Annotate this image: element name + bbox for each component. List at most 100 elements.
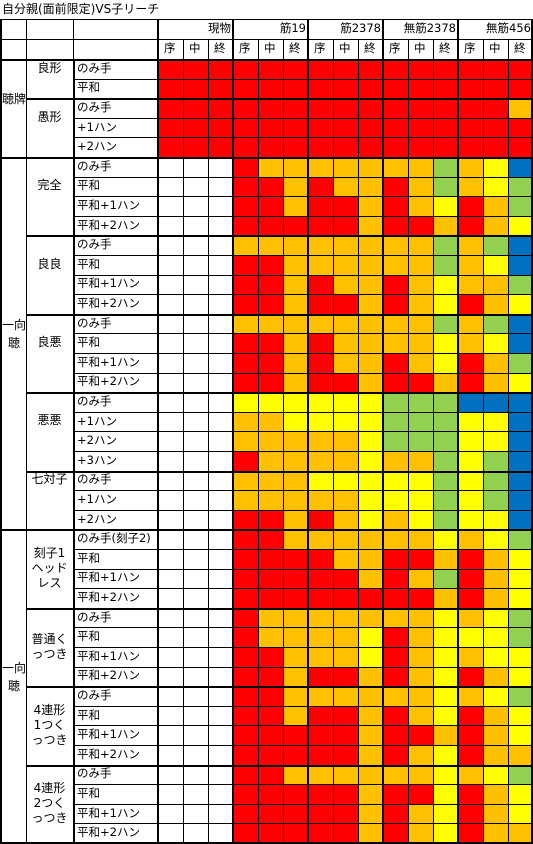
risk-cell	[358, 823, 383, 843]
risk-cell	[283, 215, 308, 236]
risk-cell	[208, 215, 233, 236]
risk-cell	[508, 157, 533, 177]
risk-cell	[383, 686, 408, 706]
risk-cell	[208, 784, 233, 804]
risk-cell	[208, 549, 233, 569]
risk-cell	[458, 568, 483, 589]
risk-cell	[283, 59, 308, 79]
risk-cell	[183, 78, 208, 99]
risk-cell	[158, 588, 183, 608]
risk-cell	[308, 196, 333, 216]
risk-cell	[183, 176, 208, 197]
section-separator	[0, 157, 533, 159]
risk-cell	[308, 255, 333, 275]
risk-cell	[258, 255, 283, 275]
row-label: 平和	[77, 550, 100, 565]
risk-cell	[408, 627, 433, 647]
risk-cell	[183, 784, 208, 804]
risk-cell	[383, 803, 408, 824]
risk-cell	[158, 705, 183, 726]
risk-cell	[208, 529, 233, 549]
risk-cell	[283, 823, 308, 843]
risk-cell	[358, 803, 383, 824]
risk-cell	[258, 588, 283, 608]
row-label: のみ手	[77, 472, 112, 487]
table-left-edge	[0, 19, 2, 843]
risk-cell	[458, 117, 483, 138]
risk-cell	[433, 686, 458, 706]
risk-cell	[358, 78, 383, 99]
risk-cell	[283, 607, 308, 628]
risk-cell	[458, 431, 483, 451]
row-divider	[73, 725, 533, 727]
risk-cell	[333, 78, 358, 99]
risk-cell	[508, 470, 533, 491]
risk-cell	[183, 470, 208, 491]
row-label: +1ハン	[77, 119, 117, 134]
risk-cell	[383, 98, 408, 118]
risk-cell	[508, 627, 533, 647]
column-divider	[283, 39, 284, 843]
risk-cell	[233, 745, 258, 765]
risk-cell	[358, 568, 383, 589]
risk-cell	[183, 764, 208, 785]
risk-cell	[508, 764, 533, 785]
risk-cell	[208, 705, 233, 726]
risk-cell	[383, 78, 408, 99]
page-title: 自分親(面前限定)VS子リーチ	[2, 2, 160, 16]
risk-cell	[508, 647, 533, 667]
risk-cell	[383, 353, 408, 373]
risk-cell	[358, 529, 383, 549]
risk-cell	[408, 294, 433, 314]
risk-cell	[258, 157, 283, 177]
risk-cell	[433, 431, 458, 451]
risk-cell	[158, 196, 183, 216]
risk-cell	[233, 274, 258, 295]
risk-cell	[458, 333, 483, 353]
risk-cell	[333, 117, 358, 138]
risk-cell	[258, 823, 283, 843]
risk-cell	[383, 392, 408, 412]
risk-cell	[508, 98, 533, 118]
risk-cell	[258, 725, 283, 745]
risk-cell	[358, 294, 383, 314]
risk-cell	[183, 235, 208, 255]
risk-cell	[158, 59, 183, 79]
risk-cell	[483, 470, 508, 491]
risk-cell	[383, 470, 408, 491]
risk-cell	[333, 549, 358, 569]
risk-cell	[383, 509, 408, 530]
risk-cell	[433, 137, 458, 157]
risk-cell	[258, 137, 283, 157]
risk-cell	[233, 451, 258, 471]
risk-cell	[208, 294, 233, 314]
section-label: 聴牌	[2, 92, 27, 106]
risk-cell	[433, 666, 458, 687]
row-label: 平和	[77, 707, 100, 722]
risk-cell	[208, 59, 233, 79]
risk-cell	[508, 490, 533, 510]
risk-cell	[483, 176, 508, 197]
risk-cell	[183, 313, 208, 334]
risk-cell	[258, 333, 283, 353]
risk-cell	[308, 137, 333, 157]
group-separator	[26, 392, 533, 395]
risk-cell	[283, 588, 308, 608]
risk-cell	[308, 823, 333, 843]
risk-cell	[483, 78, 508, 99]
risk-cell	[183, 392, 208, 412]
risk-cell	[408, 823, 433, 843]
risk-cell	[308, 431, 333, 451]
risk-cell	[158, 686, 183, 706]
risk-cell	[358, 509, 383, 530]
row-label: 平和+2ハン	[77, 668, 140, 683]
risk-cell	[258, 784, 283, 804]
risk-cell	[383, 490, 408, 510]
risk-cell	[433, 372, 458, 393]
risk-cell	[458, 627, 483, 647]
risk-cell	[283, 764, 308, 785]
risk-cell	[233, 823, 258, 843]
risk-cell	[308, 803, 333, 824]
risk-cell	[158, 392, 183, 412]
risk-cell	[258, 647, 283, 667]
